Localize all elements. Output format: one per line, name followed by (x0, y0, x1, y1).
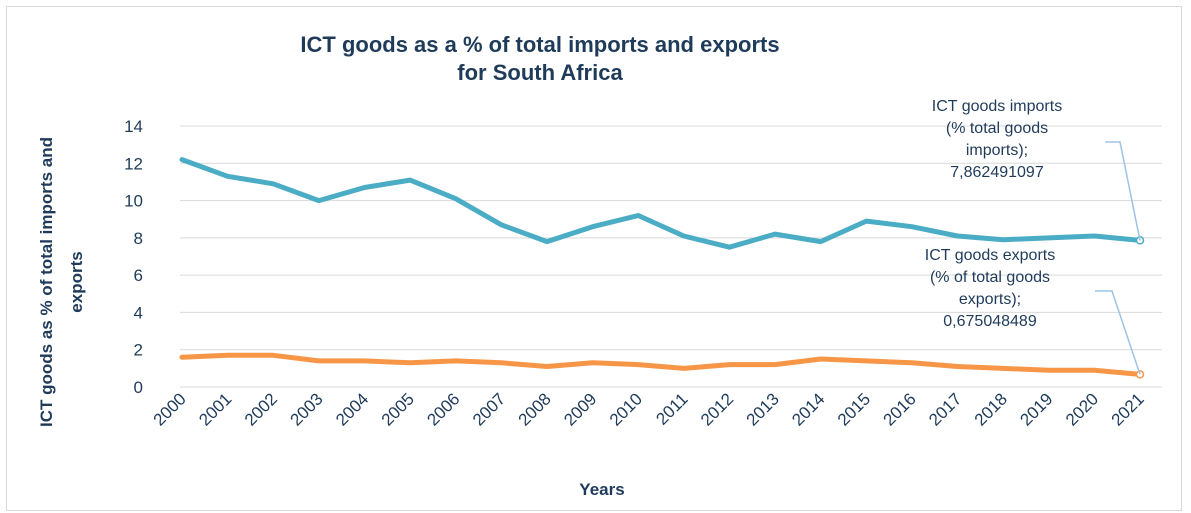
x-tick-label-2013: 2013 (743, 389, 783, 429)
y-tick-label-12: 12 (124, 154, 143, 173)
series-line-1 (179, 352, 1143, 377)
annotation-0-line-3: 7,862491097 (950, 164, 1044, 181)
annotation-leader-1 (1095, 290, 1141, 375)
x-tick-label-2010: 2010 (606, 389, 646, 429)
x-tick-label-2019: 2019 (1016, 389, 1056, 429)
x-tick-label-2007: 2007 (469, 389, 509, 429)
x-tick-label-2014: 2014 (788, 389, 828, 429)
annotation-1-line-3: 0,675048489 (943, 313, 1037, 330)
y-tick-label-10: 10 (124, 192, 143, 211)
y-tick-label-8: 8 (134, 229, 143, 248)
annotation-0-line-0: ICT goods imports (932, 98, 1062, 115)
x-tick-label-2016: 2016 (880, 389, 920, 429)
y-axis-ticks: 0 2 4 6 8 10 12 14 (124, 117, 143, 397)
annotation-leader-0 (1105, 141, 1141, 241)
gridlines (180, 125, 1162, 388)
x-tick-label-2011: 2011 (652, 389, 691, 428)
x-tick-label-2015: 2015 (834, 389, 874, 429)
x-tick-label-2002: 2002 (241, 389, 281, 429)
y-tick-label-6: 6 (134, 266, 143, 285)
x-tick-label-2008: 2008 (515, 389, 555, 429)
annotation-0-line-2: imports); (966, 142, 1028, 159)
data-annotations: ICT goods imports (% total goods imports);… (925, 98, 1141, 375)
x-axis-ticks: 2000 2001 2002 2003 2004 2005 2006 2007 2008 2009… (150, 389, 1148, 429)
y-tick-label-14: 14 (124, 117, 143, 136)
y-axis-title-line-2: exports (67, 251, 86, 312)
x-tick-label-2009: 2009 (560, 389, 600, 429)
x-tick-label-2005: 2005 (378, 389, 418, 429)
chart-title-line-2: for South Africa (457, 60, 623, 85)
x-tick-label-2020: 2020 (1062, 389, 1102, 429)
annotation-1-line-1: (% of total goods (930, 269, 1050, 286)
x-tick-label-2003: 2003 (287, 389, 327, 429)
x-tick-label-2017: 2017 (925, 389, 965, 429)
y-axis-title: ICT goods as % of total imports and expo… (37, 137, 86, 427)
x-tick-label-2012: 2012 (697, 389, 737, 429)
y-axis-title-line-1: ICT goods as % of total imports and (37, 137, 56, 427)
annotation-0-line-1: (% total goods (946, 120, 1048, 137)
x-tick-label-2004: 2004 (332, 389, 372, 429)
chart-title-line-1: ICT goods as a % of total imports and ex… (300, 32, 779, 57)
annotation-1-line-0: ICT goods exports (925, 247, 1055, 264)
annotation-1-line-2: exports); (959, 291, 1021, 308)
y-tick-label-4: 4 (134, 303, 143, 322)
x-axis-title: Years (579, 480, 624, 499)
x-tick-label-2006: 2006 (423, 389, 463, 429)
x-tick-label-2001: 2001 (195, 389, 235, 429)
chart-title: ICT goods as a % of total imports and ex… (300, 32, 779, 85)
y-tick-label-2: 2 (134, 341, 143, 360)
x-tick-label-2021: 2021 (1108, 389, 1148, 429)
y-tick-label-0: 0 (134, 378, 143, 397)
x-tick-label-2000: 2000 (150, 389, 190, 429)
chart-frame (6, 6, 1182, 511)
series-line-0 (179, 157, 1143, 250)
x-tick-label-2018: 2018 (971, 389, 1011, 429)
